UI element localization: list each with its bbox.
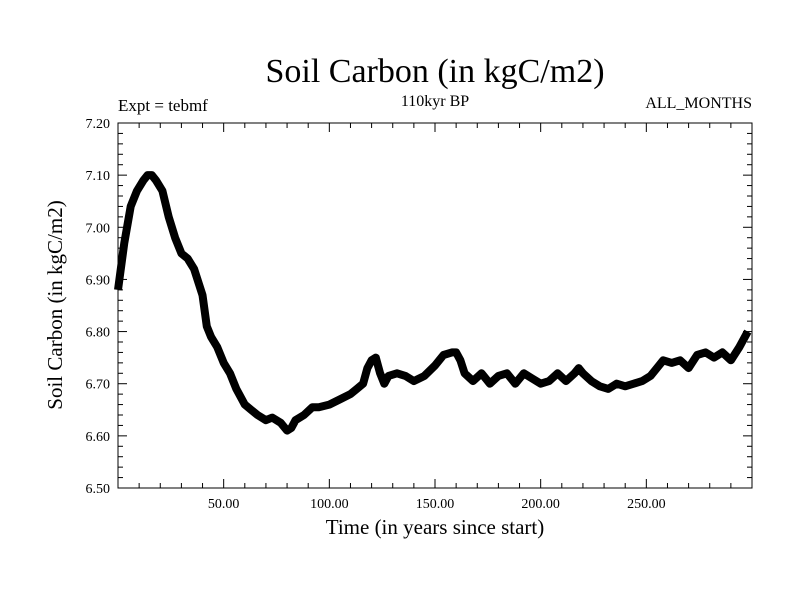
y-tick-label: 6.70: [86, 378, 111, 393]
plot-frame: [117, 122, 753, 489]
y-tick-label: 7.10: [86, 169, 111, 184]
y-tick-label: 7.00: [86, 221, 111, 236]
period-label: 110kyr BP: [401, 93, 469, 110]
y-axis: 6.50 6.60 6.70 6.80 6.90 7.00 7.10 7.20: [86, 117, 752, 497]
y-tick-label: 7.20: [86, 117, 111, 132]
x-axis-label: Time (in years since start): [326, 515, 545, 539]
y-tick-label: 6.90: [86, 273, 111, 288]
y-axis-label: Soil Carbon (in kgC/m2): [43, 200, 67, 409]
series-line: [114, 171, 752, 435]
months-label: ALL_MONTHS: [645, 95, 752, 112]
chart-title: Soil Carbon (in kgC/m2): [265, 53, 604, 90]
x-axis: 50.00 100.00 150.00 200.00 250.00: [138, 123, 732, 512]
x-tick-label: 150.00: [416, 497, 455, 512]
y-tick-label: 6.50: [86, 482, 111, 497]
x-tick-label: 50.00: [208, 497, 240, 512]
y-tick-label: 6.80: [86, 326, 111, 341]
x-tick-label: 100.00: [310, 497, 349, 512]
series-layer: [114, 171, 752, 435]
experiment-label: Expt = tebmf: [118, 96, 208, 115]
y-tick-label: 6.60: [86, 430, 111, 445]
x-tick-label: 200.00: [521, 497, 560, 512]
x-tick-label: 250.00: [627, 497, 666, 512]
